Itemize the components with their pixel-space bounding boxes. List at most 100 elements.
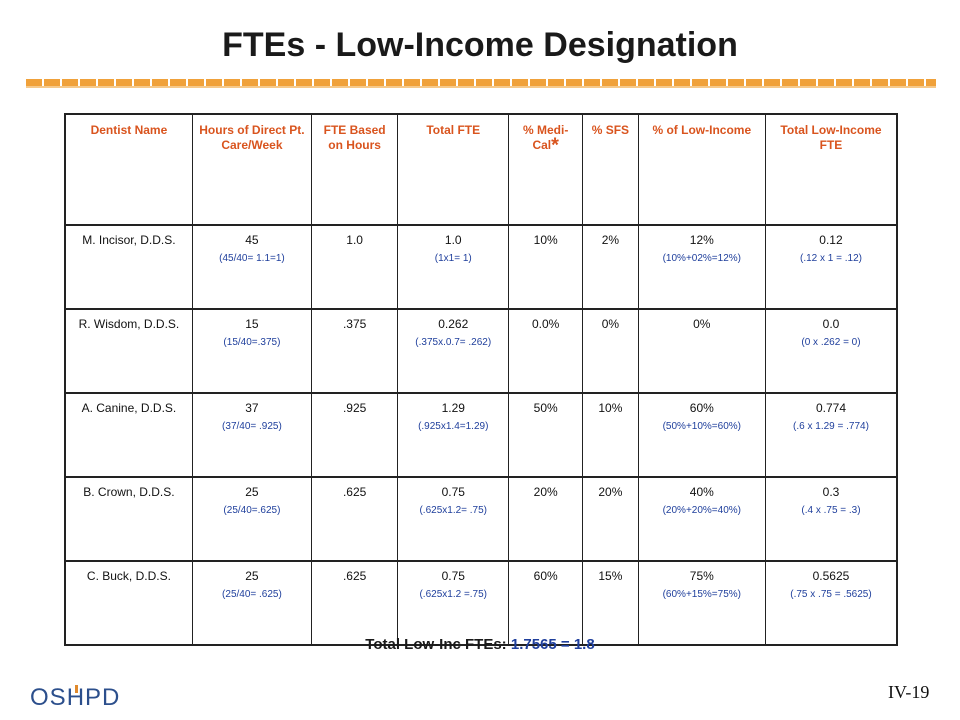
cell-sfs: 0%: [582, 309, 639, 394]
page-number: IV-19: [888, 682, 930, 702]
cell-low-income-calculation: (50%+10%=60%): [662, 421, 741, 432]
oshpd-logo: OSHPD: [30, 684, 121, 711]
table-row: R. Wisdom, D.D.S. 15 (15/40=.375) .375 0.262…: [64, 309, 898, 394]
cell-total-low-income-fte-value: 0.0: [822, 317, 840, 331]
cell-sfs-value: 20%: [598, 485, 623, 499]
cell-hours-value: 25: [245, 569, 259, 583]
cell-low-income-value: 60%: [689, 401, 714, 415]
cell-dentist-name: M. Incisor, D.D.S.: [64, 225, 193, 310]
cell-total-low-income-fte: 0.0 (0 x .262 = 0): [764, 309, 898, 394]
cell-dentist-name-value: C. Buck, D.D.S.: [86, 569, 171, 583]
cell-total-low-income-fte: 0.774 (.6 x 1.29 = .774): [764, 393, 898, 478]
cell-total-low-income-fte-calculation: (0 x .262 = 0): [801, 337, 861, 348]
table-body: M. Incisor, D.D.S. 45 (45/40= 1.1=1) 1.0 1.0…: [64, 225, 898, 646]
header-total-fte: Total FTE: [397, 114, 510, 226]
cell-medi-cal: 10%: [508, 225, 584, 310]
table-row: A. Canine, D.D.S. 37 (37/40= .925) .925 1.29…: [64, 393, 898, 478]
cell-medi-cal: 60%: [508, 561, 584, 646]
header-medi-cal: % Medi-Cal*: [508, 114, 584, 226]
asterisk-marker: *: [551, 134, 559, 157]
cell-fte-based-on-hours: .625: [310, 477, 399, 562]
header-hours: Hours of Direct Pt. Care/Week: [191, 114, 313, 226]
cell-sfs-value: 0%: [601, 317, 620, 331]
cell-sfs: 10%: [582, 393, 639, 478]
cell-hours: 45 (45/40= 1.1=1): [191, 225, 313, 310]
cell-low-income: 40% (20%+20%=40%): [637, 477, 766, 562]
cell-total-low-income-fte: 0.3 (.4 x .75 = .3): [764, 477, 898, 562]
cell-fte-based-on-hours: .375: [310, 309, 399, 394]
cell-fte-based-on-hours-value: .625: [342, 569, 367, 583]
cell-low-income-calculation: (10%+02%=12%): [662, 253, 741, 264]
cell-low-income-calculation: (60%+15%=75%): [662, 589, 741, 600]
cell-fte-based-on-hours: .925: [310, 393, 399, 478]
cell-low-income: 60% (50%+10%=60%): [637, 393, 766, 478]
cell-medi-cal-value: 20%: [533, 485, 558, 499]
cell-total-fte: 0.262 (.375x.0.7= .262): [397, 309, 510, 394]
cell-hours-calculation: (25/40= .625): [222, 589, 282, 600]
cell-sfs: 2%: [582, 225, 639, 310]
cell-total-fte-value: 1.0: [444, 233, 462, 247]
cell-dentist-name-value: R. Wisdom, D.D.S.: [78, 317, 180, 331]
cell-fte-based-on-hours: 1.0: [310, 225, 399, 310]
cell-hours-calculation: (45/40= 1.1=1): [219, 253, 285, 264]
cell-fte-based-on-hours-value: .625: [342, 485, 367, 499]
cell-low-income: 75% (60%+15%=75%): [637, 561, 766, 646]
header-low-income: % of Low-Income: [637, 114, 766, 226]
cell-hours-value: 25: [245, 485, 259, 499]
total-value: 1.7565 = 1.8: [510, 636, 595, 653]
cell-hours-calculation: (25/40=.625): [223, 505, 281, 516]
cell-hours: 37 (37/40= .925): [191, 393, 313, 478]
fte-table: Dentist Name Hours of Direct Pt. Care/We…: [64, 113, 898, 646]
cell-total-fte-calculation: (.625x1.2= .75): [419, 505, 488, 516]
cell-dentist-name: A. Canine, D.D.S.: [64, 393, 193, 478]
cell-low-income-value: 12%: [689, 233, 714, 247]
cell-hours-value: 45: [245, 233, 259, 247]
cell-total-fte-value: 1.29: [441, 401, 465, 415]
cell-low-income-value: 75%: [689, 569, 714, 583]
cell-fte-based-on-hours-value: .925: [342, 401, 367, 415]
header-sfs: % SFS: [582, 114, 639, 226]
cell-low-income: 0%: [637, 309, 766, 394]
cell-total-fte-calculation: (.375x.0.7= .262): [415, 337, 492, 348]
cell-hours-calculation: (37/40= .925): [222, 421, 282, 432]
cell-fte-based-on-hours-value: .375: [342, 317, 367, 331]
total-low-income-ftes: Total Low-Inc FTEs: 1.7565 = 1.8: [0, 636, 960, 653]
cell-low-income-value: 40%: [689, 485, 714, 499]
cell-total-low-income-fte-calculation: (.75 x .75 = .5625): [790, 589, 872, 600]
header-total-low-income-fte: Total Low-Income FTE: [764, 114, 898, 226]
cell-dentist-name-value: B. Crown, D.D.S.: [83, 485, 175, 499]
cell-low-income: 12% (10%+02%=12%): [637, 225, 766, 310]
cell-dentist-name: R. Wisdom, D.D.S.: [64, 309, 193, 394]
cell-total-low-income-fte: 0.12 (.12 x 1 = .12): [764, 225, 898, 310]
cell-medi-cal: 20%: [508, 477, 584, 562]
table-row: M. Incisor, D.D.S. 45 (45/40= 1.1=1) 1.0 1.0…: [64, 225, 898, 310]
cell-medi-cal-value: 60%: [533, 569, 558, 583]
cell-dentist-name-value: A. Canine, D.D.S.: [81, 401, 177, 415]
total-label: Total Low-Inc FTEs:: [365, 636, 507, 653]
cell-dentist-name: C. Buck, D.D.S.: [64, 561, 193, 646]
cell-total-fte-calculation: (.625x1.2 =.75): [419, 589, 488, 600]
title-underline-bar: [26, 79, 936, 86]
cell-medi-cal-value: 50%: [533, 401, 558, 415]
cell-hours: 25 (25/40= .625): [191, 561, 313, 646]
cell-hours: 25 (25/40=.625): [191, 477, 313, 562]
cell-total-fte-calculation: (1x1= 1): [434, 253, 472, 264]
cell-total-fte-value: 0.262: [438, 317, 469, 331]
page-title: FTEs - Low-Income Designation: [222, 26, 738, 64]
cell-total-fte: 0.75 (.625x1.2= .75): [397, 477, 510, 562]
cell-total-low-income-fte-value: 0.12: [819, 233, 843, 247]
cell-sfs: 15%: [582, 561, 639, 646]
cell-fte-based-on-hours: .625: [310, 561, 399, 646]
cell-sfs-value: 2%: [601, 233, 620, 247]
cell-medi-cal: 0.0%: [508, 309, 584, 394]
cell-total-fte: 1.29 (.925x1.4=1.29): [397, 393, 510, 478]
cell-sfs: 20%: [582, 477, 639, 562]
cell-total-low-income-fte: 0.5625 (.75 x .75 = .5625): [764, 561, 898, 646]
cell-total-low-income-fte-calculation: (.4 x .75 = .3): [801, 505, 861, 516]
cell-total-low-income-fte-value: 0.5625: [812, 569, 850, 583]
cell-low-income-value: 0%: [693, 317, 711, 331]
cell-sfs-value: 15%: [598, 569, 623, 583]
cell-total-fte: 0.75 (.625x1.2 =.75): [397, 561, 510, 646]
cell-dentist-name-value: M. Incisor, D.D.S.: [82, 233, 176, 247]
header-fte-based-on-hours: FTE Based on Hours: [310, 114, 399, 226]
